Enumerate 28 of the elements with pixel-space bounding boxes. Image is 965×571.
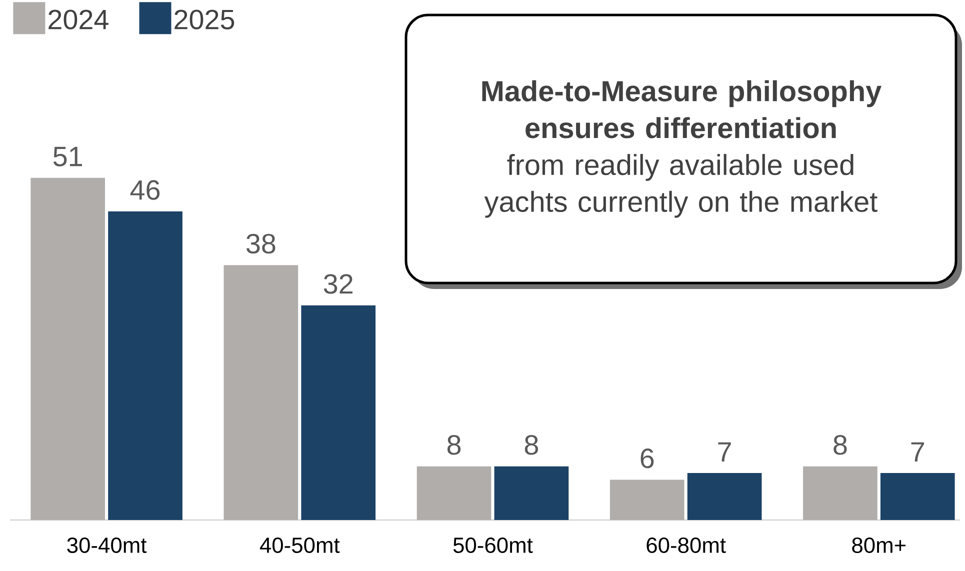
bar [108,211,182,520]
data-label: 8 [524,435,538,455]
legend-label: 2024 [48,10,108,30]
data-label: 7 [911,442,924,462]
bar [803,466,878,520]
bar [880,473,955,520]
bar [224,265,298,520]
x-tick-label: 40-50mt [260,537,340,554]
data-label: 51 [53,146,82,166]
data-label: 32 [324,274,352,294]
data-label: 7 [718,442,731,462]
x-tick-label: 80m+ [852,537,906,554]
bar [301,305,376,520]
data-label: 8 [834,435,847,455]
legend-label: 2025 [174,10,234,30]
x-tick-label: 60-80mt [646,537,726,554]
data-label: 38 [246,234,276,254]
x-tick-label: 30-40mt [67,537,147,554]
x-tick-label: 50-60mt [453,537,533,554]
annotation: Made-to-Measure philosophy ensures differentiation from readily available used yachts currently on the market [482,80,882,218]
bar [30,178,106,520]
bar [687,473,762,520]
data-label: 46 [130,180,160,200]
data-label: 8 [447,435,461,455]
bar [610,480,684,520]
bar [494,466,569,520]
data-label: 6 [640,448,654,468]
bar [416,466,492,520]
